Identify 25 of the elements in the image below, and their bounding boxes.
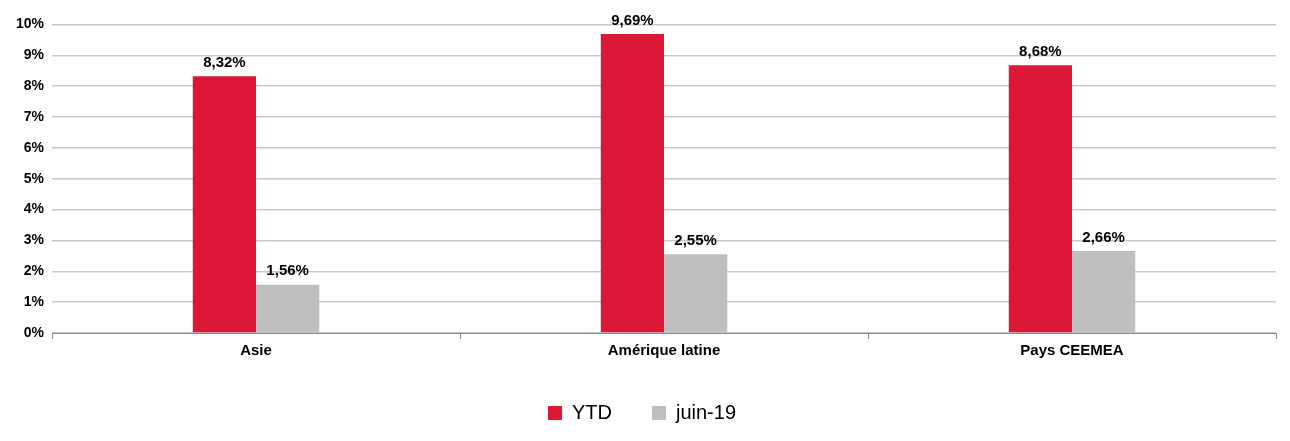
y-tick-label: 2% (23, 262, 45, 279)
legend-label: juin-19 (674, 400, 737, 423)
data-label: 2,66% (1082, 227, 1125, 245)
y-tick-label: 10% (15, 15, 45, 32)
y-tick-label: 4% (23, 200, 45, 217)
y-tick-label: 9% (23, 46, 45, 63)
y-tick-label: 8% (23, 76, 45, 93)
y-tick-label: 5% (23, 169, 45, 186)
x-tick-label: Amérique latine (607, 341, 721, 359)
bar (192, 76, 257, 333)
y-tick-label: 3% (23, 231, 45, 248)
y-tick-label: 0% (23, 323, 45, 340)
x-tick-label: Asie (240, 341, 272, 359)
data-label: 8,68% (1019, 41, 1062, 59)
data-label: 1,56% (266, 261, 309, 279)
bar (600, 33, 665, 333)
data-label: 2,55% (674, 230, 717, 248)
data-label: 8,32% (203, 52, 246, 70)
y-tick-label: 6% (23, 138, 45, 155)
y-tick-label: 1% (23, 293, 45, 309)
x-tick-label: Pays CEEMEA (1020, 341, 1124, 359)
data-label: 9,69% (611, 10, 654, 28)
y-tick-label: 7% (23, 107, 45, 124)
bar (1008, 65, 1072, 333)
legend-label: YTD (571, 400, 612, 423)
